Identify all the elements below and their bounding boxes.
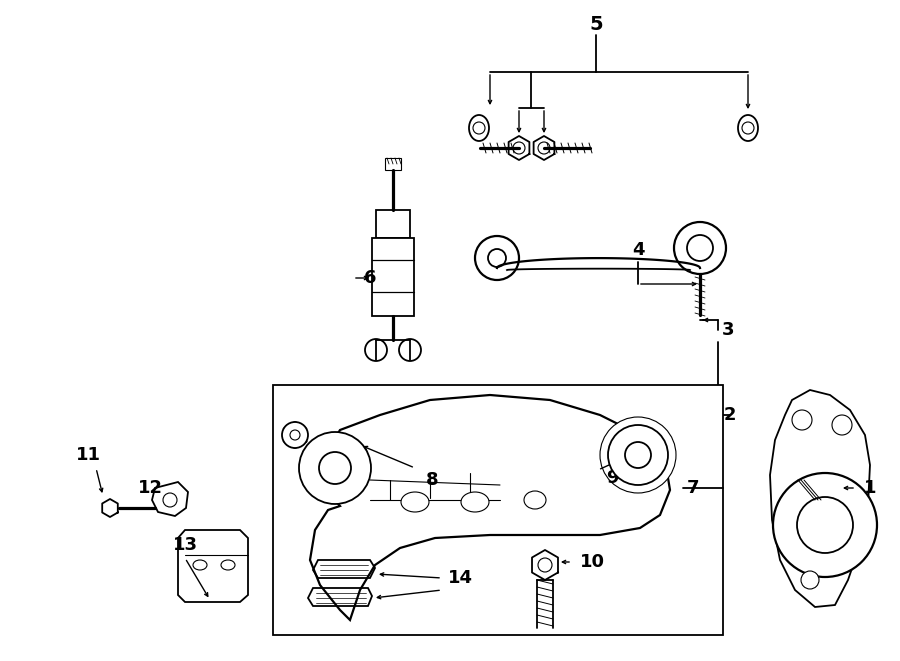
- Text: 9: 9: [606, 469, 618, 487]
- Text: 2: 2: [724, 406, 736, 424]
- Bar: [372, 238, 414, 316]
- Text: 1: 1: [864, 479, 877, 497]
- Circle shape: [513, 142, 525, 154]
- Bar: [385, 158, 401, 170]
- Circle shape: [687, 235, 713, 261]
- Circle shape: [365, 339, 387, 361]
- Circle shape: [399, 339, 421, 361]
- Circle shape: [163, 493, 177, 507]
- Ellipse shape: [401, 492, 429, 512]
- Circle shape: [792, 410, 812, 430]
- Text: 3: 3: [722, 321, 734, 339]
- Circle shape: [290, 430, 300, 440]
- Text: 7: 7: [687, 479, 699, 497]
- Circle shape: [538, 142, 550, 154]
- Text: 5: 5: [590, 15, 603, 34]
- Bar: [376, 210, 410, 238]
- Circle shape: [282, 422, 308, 448]
- Circle shape: [600, 417, 676, 493]
- Circle shape: [473, 122, 485, 134]
- Circle shape: [742, 122, 754, 134]
- Circle shape: [488, 249, 506, 267]
- Text: 8: 8: [426, 471, 438, 489]
- Text: 14: 14: [447, 569, 473, 587]
- Circle shape: [625, 442, 651, 468]
- Text: 6: 6: [364, 269, 376, 287]
- Circle shape: [475, 236, 519, 280]
- Ellipse shape: [193, 560, 207, 570]
- Text: 12: 12: [138, 479, 163, 497]
- Circle shape: [801, 571, 819, 589]
- Circle shape: [538, 558, 552, 572]
- Circle shape: [773, 473, 877, 577]
- Text: 10: 10: [580, 553, 605, 571]
- Circle shape: [797, 497, 853, 553]
- Ellipse shape: [461, 492, 489, 512]
- Text: 4: 4: [632, 241, 644, 259]
- Circle shape: [299, 432, 371, 504]
- Text: 11: 11: [76, 446, 101, 464]
- Text: 13: 13: [173, 536, 197, 554]
- Ellipse shape: [524, 491, 546, 509]
- Ellipse shape: [221, 560, 235, 570]
- Circle shape: [674, 222, 726, 274]
- Circle shape: [608, 425, 668, 485]
- Circle shape: [832, 415, 852, 435]
- Circle shape: [319, 452, 351, 484]
- Ellipse shape: [469, 115, 489, 141]
- Ellipse shape: [738, 115, 758, 141]
- Bar: [273, 385, 723, 635]
